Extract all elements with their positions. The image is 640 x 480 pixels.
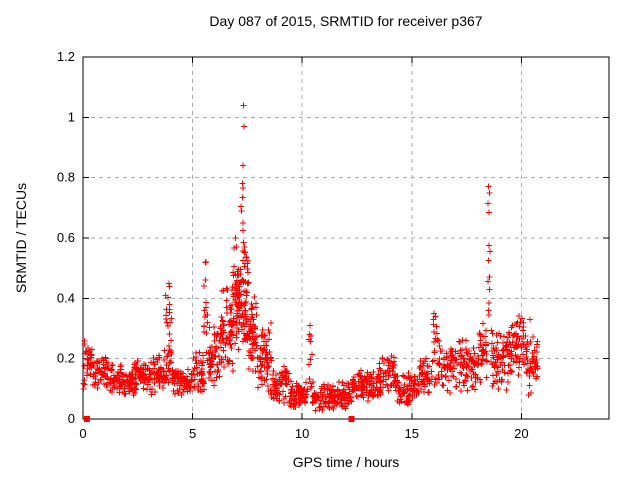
x-tick-label: 5 <box>189 426 196 441</box>
y-tick-label: 1.2 <box>57 49 75 64</box>
tick-labels: 0 5 10 15 20 0 0.2 0.4 0.6 0.8 1 1.2 <box>57 49 529 441</box>
y-tick-label: 0 <box>68 411 75 426</box>
square-marker <box>83 416 90 422</box>
x-tick-label: 0 <box>79 426 86 441</box>
y-tick-label: 0.6 <box>57 230 75 245</box>
y-tick-label: 0.2 <box>57 351 75 366</box>
square-marker <box>348 416 355 422</box>
zero-flag-squares <box>83 416 355 422</box>
scatter-points <box>80 102 541 414</box>
x-tick-label: 10 <box>295 426 309 441</box>
y-tick-label: 0.4 <box>57 290 75 305</box>
x-tick-label: 20 <box>514 426 528 441</box>
x-axis-label: GPS time / hours <box>292 454 400 470</box>
y-tick-label: 1 <box>68 109 75 124</box>
y-tick-label: 0.8 <box>57 170 75 185</box>
y-axis-label: SRMTID / TECUs <box>13 182 29 294</box>
x-tick-label: 15 <box>405 426 419 441</box>
chart-title: Day 087 of 2015, SRMTID for receiver p36… <box>209 13 483 29</box>
